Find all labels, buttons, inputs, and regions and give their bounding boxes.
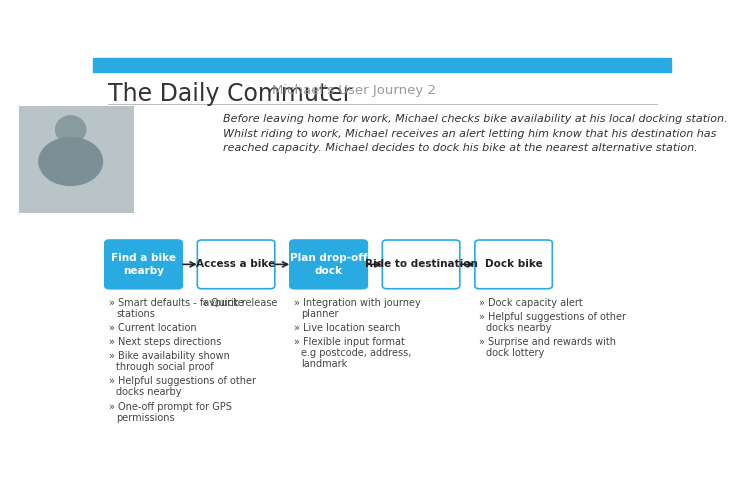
Text: » Helpful suggestions of other: » Helpful suggestions of other (480, 312, 627, 322)
Text: The Daily Commuter: The Daily Commuter (107, 82, 352, 106)
Text: » Current location: » Current location (110, 323, 197, 333)
Text: docks nearby: docks nearby (486, 323, 552, 333)
Text: » Live location search: » Live location search (295, 323, 401, 333)
Text: » Quick release: » Quick release (202, 298, 278, 308)
Text: e.g postcode, address,: e.g postcode, address, (301, 348, 412, 358)
Text: docks nearby: docks nearby (116, 387, 182, 398)
Ellipse shape (39, 138, 102, 185)
Text: Dock bike: Dock bike (485, 259, 542, 270)
Text: » Dock capacity alert: » Dock capacity alert (480, 298, 583, 308)
Bar (93, 58, 671, 72)
Text: » Next steps directions: » Next steps directions (110, 337, 222, 347)
Text: » Surprise and rewards with: » Surprise and rewards with (480, 337, 616, 347)
Text: Ride to destination: Ride to destination (365, 259, 477, 270)
Text: » One-off prompt for GPS: » One-off prompt for GPS (110, 401, 232, 412)
FancyBboxPatch shape (104, 240, 182, 289)
FancyBboxPatch shape (475, 240, 552, 289)
Text: Plan drop-off
dock: Plan drop-off dock (289, 253, 367, 276)
Text: » Smart defaults - favourite: » Smart defaults - favourite (110, 298, 244, 308)
Text: Find a bike
nearby: Find a bike nearby (111, 253, 176, 276)
FancyBboxPatch shape (290, 240, 367, 289)
FancyBboxPatch shape (382, 240, 460, 289)
Text: Access a bike: Access a bike (196, 259, 276, 270)
Text: landmark: landmark (301, 359, 348, 369)
Text: » Bike availability shown: » Bike availability shown (110, 351, 231, 361)
Text: » Helpful suggestions of other: » Helpful suggestions of other (110, 376, 257, 386)
Text: planner: planner (301, 309, 339, 319)
Text: dock lottery: dock lottery (486, 348, 545, 358)
Text: through social proof: through social proof (116, 362, 214, 372)
Text: stations: stations (116, 309, 155, 319)
Text: Before leaving home for work, Michael checks bike availability at his local dock: Before leaving home for work, Michael ch… (223, 114, 728, 153)
Text: Michael’s User Journey 2: Michael’s User Journey 2 (272, 84, 436, 97)
Text: permissions: permissions (116, 412, 175, 423)
Text: » Integration with journey: » Integration with journey (295, 298, 421, 308)
Circle shape (56, 116, 86, 143)
Text: » Flexible input format: » Flexible input format (295, 337, 405, 347)
FancyBboxPatch shape (197, 240, 275, 289)
